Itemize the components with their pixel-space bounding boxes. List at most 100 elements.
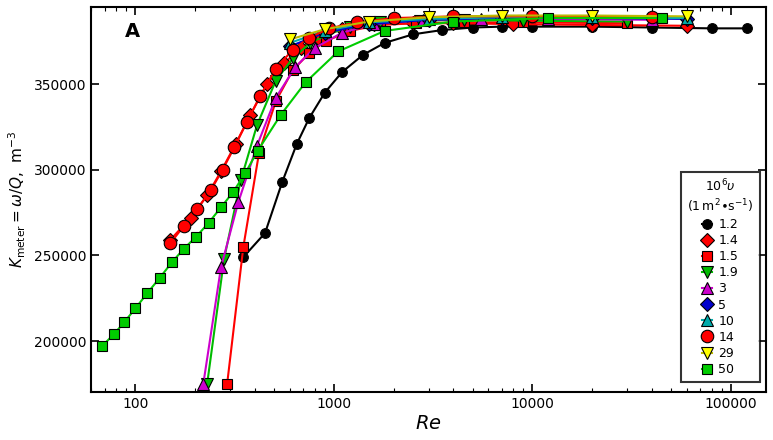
- 50: [131, 306, 140, 311]
- 1.5: [519, 20, 528, 25]
- 14: [648, 15, 657, 20]
- 1.4: [165, 237, 175, 242]
- 14: [243, 119, 252, 125]
- 14: [528, 14, 537, 19]
- 1.2: [587, 24, 597, 29]
- 14: [206, 187, 216, 193]
- Line: 1.2: 1.2: [239, 22, 751, 262]
- 1.9: [459, 17, 468, 22]
- 50: [179, 246, 189, 251]
- Line: 10: 10: [284, 12, 693, 48]
- 29: [320, 26, 329, 32]
- 1.2: [648, 25, 657, 30]
- 10: [497, 15, 506, 20]
- 1.4: [279, 61, 288, 66]
- 1.2: [408, 32, 417, 37]
- 1.5: [254, 150, 264, 155]
- Line: 1.5: 1.5: [223, 18, 632, 389]
- 3: [476, 16, 485, 22]
- 14: [179, 224, 188, 229]
- 1.4: [262, 81, 271, 87]
- X-axis label: $Re$: $Re$: [415, 414, 442, 433]
- 1.9: [415, 18, 424, 23]
- 1.9: [345, 24, 354, 29]
- 1.2: [380, 40, 390, 46]
- 1.9: [271, 78, 281, 83]
- 10: [587, 15, 597, 20]
- 5: [497, 15, 506, 21]
- Line: 1.9: 1.9: [202, 14, 633, 389]
- 1.9: [220, 256, 229, 261]
- 1.2: [278, 179, 287, 184]
- 5: [424, 17, 434, 22]
- 1.2: [239, 254, 248, 260]
- 14: [230, 145, 239, 150]
- 50: [97, 344, 107, 349]
- 1.2: [707, 26, 717, 31]
- 1.2: [528, 24, 537, 29]
- 1.4: [408, 21, 417, 26]
- 3: [271, 95, 281, 100]
- 1.5: [239, 244, 248, 249]
- 5: [683, 16, 692, 22]
- 1.4: [509, 22, 518, 27]
- 1.9: [288, 56, 298, 61]
- 50: [120, 319, 129, 325]
- 1.9: [375, 20, 384, 25]
- 1.4: [231, 141, 240, 147]
- 1.4: [313, 35, 322, 40]
- 14: [255, 93, 264, 99]
- 3: [216, 265, 226, 270]
- 50: [192, 234, 201, 239]
- 10: [364, 20, 373, 25]
- 29: [285, 37, 295, 42]
- 29: [497, 13, 506, 18]
- 1.5: [271, 99, 281, 104]
- 50: [276, 112, 285, 117]
- 50: [543, 15, 553, 21]
- 50: [301, 80, 310, 85]
- 3: [199, 381, 208, 386]
- 10: [683, 15, 692, 21]
- 50: [168, 260, 177, 265]
- 14: [271, 66, 281, 71]
- 1.5: [288, 68, 298, 73]
- 3: [310, 45, 319, 51]
- 14: [325, 26, 334, 31]
- 50: [449, 19, 458, 24]
- Line: 50: 50: [97, 13, 667, 351]
- 29: [364, 19, 373, 24]
- 1.5: [375, 22, 384, 28]
- 50: [253, 148, 262, 154]
- Legend: 1.2, 1.4, 1.5, 1.9, 3, 5, 10, 14, 29, 50: 1.2, 1.4, 1.5, 1.9, 3, 5, 10, 14, 29, 50: [681, 172, 760, 382]
- 1.2: [497, 24, 506, 29]
- 1.5: [321, 39, 330, 44]
- 50: [216, 205, 226, 210]
- 50: [658, 15, 667, 21]
- 50: [143, 290, 152, 296]
- 1.2: [468, 25, 478, 30]
- 1.5: [305, 51, 314, 56]
- 1.4: [449, 21, 458, 26]
- 1.4: [296, 45, 305, 51]
- 3: [543, 16, 553, 22]
- 5: [320, 30, 329, 35]
- 1.4: [338, 26, 347, 32]
- 50: [155, 275, 165, 280]
- 1.5: [622, 21, 632, 26]
- 50: [380, 28, 390, 33]
- 14: [165, 241, 175, 246]
- 14: [305, 35, 314, 40]
- 29: [424, 15, 434, 20]
- 14: [389, 15, 398, 21]
- Line: 5: 5: [285, 13, 692, 51]
- 14: [192, 206, 202, 212]
- 1.5: [412, 21, 421, 26]
- Text: A: A: [125, 22, 140, 41]
- 3: [233, 200, 243, 205]
- 1.9: [305, 40, 315, 46]
- Line: 14: 14: [164, 10, 659, 249]
- 1.4: [369, 22, 379, 27]
- 1.9: [203, 381, 212, 386]
- 29: [683, 14, 692, 19]
